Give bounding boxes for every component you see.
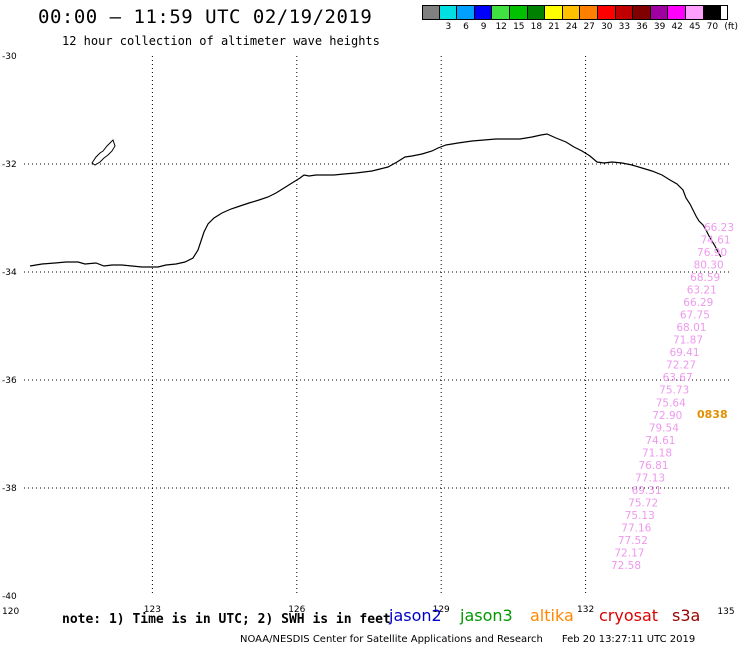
colorbar-unit: (ft) — [724, 22, 738, 32]
wave-height-value: 66.29 — [683, 297, 713, 309]
wave-height-value: 80.30 — [694, 260, 724, 272]
colorbar-label: 24 — [565, 22, 578, 32]
colorbar-cell — [545, 6, 563, 20]
satellite-legend-altika: altika — [530, 606, 574, 625]
satellite-legend-jason2: jason2 — [389, 606, 442, 625]
credit-line: NOAA/NESDIS Center for Satellite Applica… — [240, 634, 696, 645]
colorbar-cell — [633, 6, 651, 20]
wave-height-value: 69.31 — [632, 485, 662, 497]
colorbar-label: 30 — [601, 22, 613, 32]
wave-height-value: 75.72 — [628, 497, 658, 509]
colorbar-label: 9 — [480, 22, 487, 32]
wave-height-value: 72.17 — [614, 547, 644, 559]
colorbar-cell — [580, 6, 598, 20]
colorbar-cell — [615, 6, 634, 20]
wave-height-value: 71.87 — [673, 335, 703, 347]
lon-tick-label: 135 — [717, 607, 734, 617]
lon-tick-label: 126 — [288, 605, 305, 615]
wave-height-value: 75.73 — [659, 385, 689, 397]
page-subtitle: 12 hour collection of altimeter wave hei… — [62, 34, 380, 48]
colorbar-label: 15 — [513, 22, 525, 32]
colorbar-label: 36 — [636, 22, 648, 32]
colorbar — [422, 6, 722, 20]
lat-tick-label: -30 — [2, 52, 17, 62]
wave-height-value: 76.90 — [697, 247, 727, 259]
colorbar-label: 3 — [445, 22, 452, 32]
colorbar-labels: 3 6 9 12 15 18 21 24 27 30 33 36 39 42 45 70 (ft) — [422, 22, 738, 34]
colorbar-label: 27 — [583, 22, 595, 32]
island — [91, 139, 116, 166]
colorbar-cell — [597, 6, 616, 20]
map-grid: 120 123 126 129 132 135 -30 -32 -34 -36 -38 -40 — [2, 52, 735, 617]
colorbar-label: 6 — [463, 22, 469, 32]
page-title: 00:00 – 11:59 UTC 02/19/2019 — [38, 6, 373, 28]
wave-height-value: 74.61 — [700, 235, 730, 247]
satellite-legend-cryosat: cryosat — [599, 606, 659, 625]
wave-height-value: 75.13 — [625, 510, 655, 522]
colorbar-cell — [703, 6, 722, 20]
wave-height-value: 76.81 — [638, 460, 668, 472]
satellite-legend-s3a: s3a — [672, 606, 701, 625]
wave-height-value: 72.27 — [666, 360, 696, 372]
colorbar-cell — [492, 6, 510, 20]
colorbar-label: 21 — [548, 22, 560, 32]
colorbar-cell — [668, 6, 686, 20]
colorbar-label: 33 — [618, 22, 631, 32]
coastline — [29, 133, 722, 268]
footer-note: note: 1) Time is in UTC; 2) SWH is in fe… — [62, 612, 391, 627]
wave-height-value: 63.21 — [687, 285, 717, 297]
wave-height-value: 77.13 — [635, 472, 665, 484]
colorbar-label: 70 — [706, 22, 719, 32]
lat-tick-label: -34 — [2, 268, 17, 278]
colorbar-cell — [509, 6, 528, 20]
colorbar-cell — [422, 6, 440, 20]
wave-height-value: 77.16 — [621, 522, 651, 534]
colorbar-label: 18 — [530, 22, 543, 32]
lat-tick-label: -40 — [2, 592, 17, 602]
colorbar-cell — [685, 6, 704, 20]
wave-height-value: 79.54 — [649, 422, 679, 434]
wave-height-value: 67.75 — [680, 310, 710, 322]
wave-height-value: 72.58 — [611, 560, 641, 572]
wave-height-value: 68.01 — [676, 322, 706, 334]
lat-tick-label: -32 — [2, 160, 17, 170]
satellite-legend-jason3: jason3 — [460, 606, 513, 625]
colorbar-label: 12 — [495, 22, 507, 32]
wave-height-value: 68.59 — [690, 272, 720, 284]
wave-height-value: 71.18 — [642, 447, 672, 459]
colorbar-cell — [457, 6, 475, 20]
track-time-label: 0838 — [697, 408, 728, 421]
lon-tick-label: 132 — [577, 605, 594, 615]
lon-tick-label: 123 — [144, 605, 161, 615]
wave-height-value: 77.52 — [618, 535, 648, 547]
altimeter-track: 66.2374.6176.9080.3068.5963.2166.2967.75… — [611, 222, 734, 572]
colorbar-cell — [474, 6, 493, 20]
lon-tick-label: 129 — [433, 605, 450, 615]
colorbar-cell — [439, 6, 458, 20]
colorbar-label: 42 — [671, 22, 683, 32]
wave-height-value: 74.61 — [645, 435, 675, 447]
colorbar-label: 45 — [689, 22, 701, 32]
wave-height-value: 66.23 — [704, 222, 734, 234]
colorbar-cell — [650, 6, 669, 20]
colorbar-label: 39 — [653, 22, 666, 32]
lat-tick-label: -38 — [2, 484, 17, 494]
lon-tick-label: 120 — [2, 607, 19, 617]
colorbar-cell — [562, 6, 581, 20]
wave-height-value: 75.64 — [656, 397, 686, 409]
wave-height-value: 69.41 — [669, 347, 699, 359]
lat-tick-label: -36 — [2, 376, 17, 386]
wave-height-value: 63.67 — [663, 372, 693, 384]
colorbar-cell — [527, 6, 546, 20]
wave-height-value: 72.90 — [652, 410, 682, 422]
